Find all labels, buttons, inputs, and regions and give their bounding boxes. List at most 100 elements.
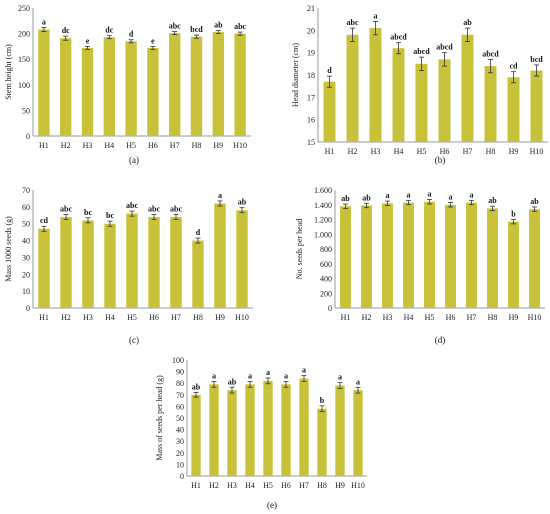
x-tick-label: H8 bbox=[488, 313, 498, 322]
x-tick-label: H7 bbox=[170, 141, 180, 150]
significance-letter: bcd bbox=[190, 25, 203, 34]
x-tick-label: H6 bbox=[148, 141, 158, 150]
y-tick-label: 800 bbox=[320, 245, 332, 254]
y-tick-label: 19 bbox=[307, 49, 315, 58]
x-tick-label: H4 bbox=[104, 141, 114, 150]
y-tick-label: 17 bbox=[307, 93, 315, 102]
panel-e: 0 10 20 30 40 50 60 70 80 90 100 Mass of seeds per … bbox=[155, 356, 367, 510]
x-tick-label: H5 bbox=[126, 141, 136, 150]
significance-letter: a bbox=[428, 190, 432, 199]
significance-letter: a bbox=[449, 193, 453, 202]
x-tick-label: H2 bbox=[61, 313, 71, 322]
bar-h5 bbox=[125, 41, 137, 136]
significance-letter: ab bbox=[228, 377, 237, 386]
significance-letter: abc bbox=[126, 201, 138, 210]
significance-letter: abc bbox=[347, 18, 359, 27]
x-tick-label: H9 bbox=[509, 313, 519, 322]
significance-letter: a bbox=[266, 368, 270, 377]
y-tick-label: 0 bbox=[26, 132, 30, 141]
x-tick-label: H2 bbox=[348, 147, 358, 156]
x-tick-label: H8 bbox=[193, 313, 203, 322]
x-tick-label: H5 bbox=[425, 313, 435, 322]
significance-letter: abc bbox=[170, 204, 182, 213]
significance-letter: a bbox=[42, 17, 46, 26]
y-tick-label: 30 bbox=[176, 437, 184, 446]
significance-letter: b bbox=[511, 210, 516, 219]
bar-h7 bbox=[299, 378, 309, 476]
bar-h8 bbox=[192, 240, 204, 308]
x-tick-label: H5 bbox=[127, 313, 137, 322]
bar-h9 bbox=[212, 32, 224, 137]
x-tick-label: H1 bbox=[341, 313, 351, 322]
x-tick-label: H1 bbox=[191, 481, 201, 490]
y-tick-label: 200 bbox=[18, 30, 30, 39]
bar-h6 bbox=[148, 216, 160, 308]
y-tick-label: 0 bbox=[26, 304, 30, 313]
bar-h2 bbox=[60, 38, 72, 136]
bar-h5 bbox=[263, 380, 273, 476]
significance-letter: abcd bbox=[436, 43, 453, 52]
x-tick-label: H4 bbox=[245, 481, 255, 490]
significance-letter: a bbox=[386, 191, 390, 200]
panel-label: (a) bbox=[129, 155, 139, 165]
y-tick-label: 1.200 bbox=[314, 216, 332, 225]
bar-h9 bbox=[335, 385, 345, 476]
significance-letter: d bbox=[196, 228, 201, 237]
x-tick-label: H8 bbox=[486, 147, 496, 156]
x-tick-label: H9 bbox=[509, 147, 519, 156]
bar-h3 bbox=[369, 28, 382, 143]
bar-h2 bbox=[361, 205, 372, 308]
bar-h1 bbox=[340, 206, 351, 308]
bar-h1 bbox=[323, 81, 336, 142]
y-tick-label: 40 bbox=[176, 426, 184, 435]
x-tick-label: H6 bbox=[149, 313, 159, 322]
significance-letter: abcd bbox=[482, 49, 499, 58]
y-tick-label: 0 bbox=[180, 472, 184, 481]
significance-letter: ab bbox=[488, 196, 497, 205]
y-tick-label: 150 bbox=[18, 55, 30, 64]
bar-h10 bbox=[530, 70, 543, 142]
significance-letter: b bbox=[320, 396, 325, 405]
y-tick-label: 250 bbox=[18, 4, 30, 13]
bar-h3 bbox=[82, 220, 94, 308]
significance-letter: abc bbox=[169, 22, 181, 31]
y-tick-label: 40 bbox=[22, 237, 30, 246]
x-tick-label: H7 bbox=[299, 481, 309, 490]
significance-letter: a bbox=[374, 11, 378, 20]
significance-letter: ab bbox=[341, 194, 350, 203]
x-tick-label: H10 bbox=[235, 313, 249, 322]
bar-h3 bbox=[227, 390, 237, 476]
x-tick-label: H7 bbox=[463, 147, 473, 156]
y-tick-label: 50 bbox=[22, 220, 30, 229]
significance-letter: dc bbox=[105, 26, 113, 35]
bar-h6 bbox=[438, 59, 451, 142]
bar-h4 bbox=[403, 202, 414, 308]
significance-letter: a bbox=[470, 190, 474, 199]
panel-label: (c) bbox=[129, 335, 139, 345]
bar-h4 bbox=[103, 37, 115, 136]
y-tick-label: 600 bbox=[320, 260, 332, 269]
y-tick-label: 0 bbox=[328, 304, 332, 313]
bar-h10 bbox=[353, 390, 363, 476]
significance-letter: cd bbox=[40, 216, 49, 225]
x-tick-label: H2 bbox=[209, 481, 219, 490]
bar-h1 bbox=[191, 394, 201, 476]
bar-h5 bbox=[415, 63, 428, 143]
x-tick-label: H9 bbox=[213, 141, 223, 150]
significance-letter: ab bbox=[463, 18, 472, 27]
bar-h5 bbox=[126, 213, 138, 308]
significance-letter: ab bbox=[238, 198, 247, 207]
y-tick-label: 15 bbox=[307, 138, 315, 147]
y-tick-label: 30 bbox=[22, 253, 30, 262]
bar-h8 bbox=[190, 36, 203, 137]
significance-letter: a bbox=[338, 373, 342, 382]
significance-letter: ab bbox=[192, 382, 201, 391]
x-tick-label: H9 bbox=[215, 313, 225, 322]
x-tick-label: H4 bbox=[105, 313, 115, 322]
bar-h6 bbox=[445, 204, 456, 308]
significance-letter: a bbox=[212, 371, 216, 380]
x-tick-label: H7 bbox=[171, 313, 181, 322]
bar-h3 bbox=[81, 47, 94, 136]
x-tick-label: H5 bbox=[263, 481, 273, 490]
y-axis-label: Mass of seeds per head (g) bbox=[155, 375, 164, 461]
